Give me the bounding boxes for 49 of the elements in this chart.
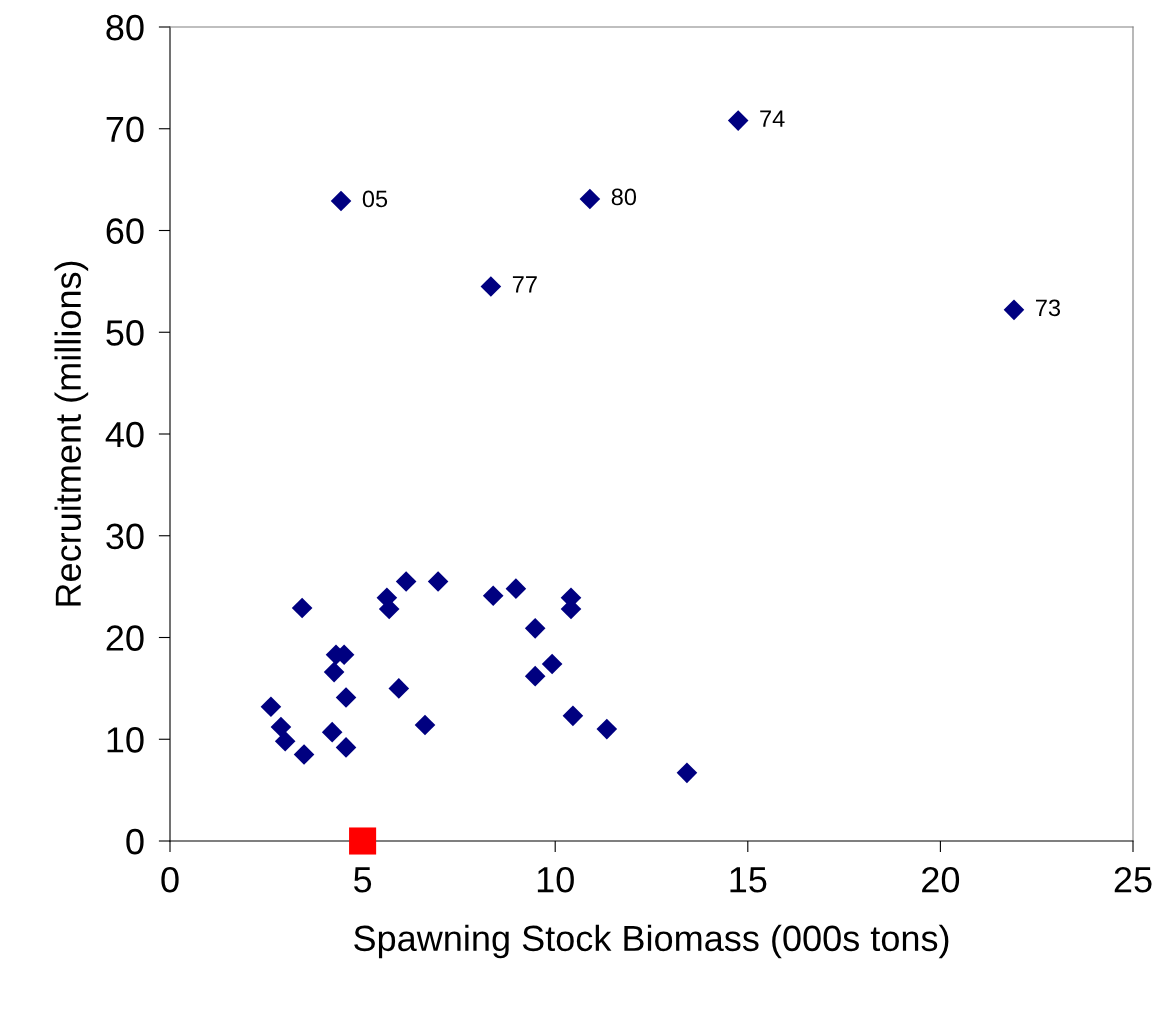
annotation: 73 xyxy=(1036,299,1061,317)
point xyxy=(330,190,352,212)
x-tick-label: 0 xyxy=(161,866,179,893)
point xyxy=(293,744,315,765)
x-axis-title: Spawning Stock Biomass (000s tons) xyxy=(354,924,949,959)
point xyxy=(260,696,282,717)
point xyxy=(505,578,527,599)
point xyxy=(1003,299,1025,321)
x-tick-label: 20 xyxy=(922,866,960,893)
point xyxy=(541,653,563,675)
point xyxy=(524,665,546,687)
point xyxy=(480,276,502,297)
y-tick-label: 50 xyxy=(106,320,144,346)
point xyxy=(579,188,601,210)
point xyxy=(349,827,377,855)
point xyxy=(388,678,410,699)
y-tick-label: 20 xyxy=(106,625,144,651)
annotation: 77 xyxy=(512,276,537,293)
y-tick-label: 40 xyxy=(105,421,144,448)
point xyxy=(335,737,357,758)
x-tick-label: 5 xyxy=(354,867,372,893)
y-tick-label: 80 xyxy=(106,14,144,41)
annotation: 80 xyxy=(611,188,637,206)
point xyxy=(482,585,504,607)
point xyxy=(524,618,546,639)
point xyxy=(291,597,313,619)
point xyxy=(270,716,292,738)
point xyxy=(274,730,296,752)
point xyxy=(321,721,343,743)
x-tick-label: 10 xyxy=(537,866,574,893)
x-tick-label: 25 xyxy=(1114,866,1152,893)
point xyxy=(727,110,749,131)
point xyxy=(323,661,345,683)
point xyxy=(562,705,584,727)
point xyxy=(427,571,449,592)
point xyxy=(676,762,698,784)
y-tick-label: 60 xyxy=(106,218,144,244)
y-tick-label: 0 xyxy=(126,828,144,855)
point xyxy=(395,571,417,592)
y-tick-label: 70 xyxy=(106,116,144,143)
y-tick-label: 30 xyxy=(106,523,144,550)
point xyxy=(335,687,357,708)
point xyxy=(414,714,436,736)
y-tick-label: 10 xyxy=(107,727,144,753)
y-axis-title: Recruitment (millions) xyxy=(54,261,89,606)
point xyxy=(596,718,618,740)
annotation: 74 xyxy=(760,110,785,127)
x-tick-label: 15 xyxy=(730,867,767,893)
annotation: 05 xyxy=(362,190,388,208)
